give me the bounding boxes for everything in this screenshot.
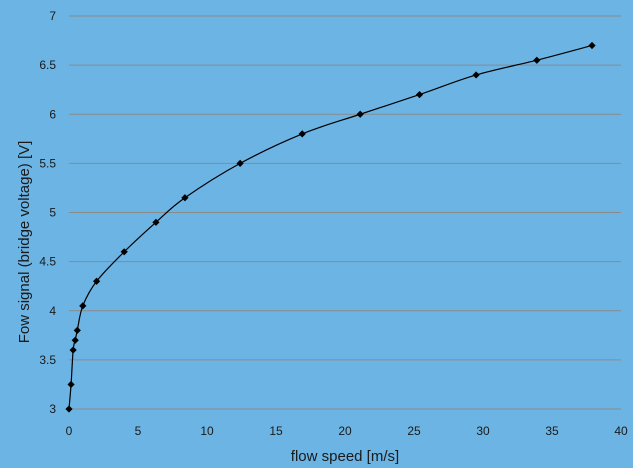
data-point-marker — [71, 336, 79, 344]
x-tick-label: 15 — [269, 424, 283, 438]
series-markers — [65, 41, 596, 413]
y-axis-title: Fow signal (bridge voltage) [V] — [16, 141, 33, 344]
data-point-marker — [65, 405, 73, 413]
data-point-marker — [236, 159, 244, 167]
y-axis-ticks: 3 3.5 4 4.5 5 5.5 6 6.5 7 — [39, 9, 56, 416]
data-point-marker — [533, 56, 541, 64]
data-point-marker — [79, 302, 87, 310]
data-point-marker — [472, 71, 480, 79]
x-axis-ticks: 0 5 10 15 20 25 30 35 40 — [66, 424, 628, 438]
y-tick-label: 3 — [49, 402, 56, 416]
y-tick-label: 3.5 — [39, 353, 56, 367]
data-point-marker — [67, 380, 75, 389]
data-point-marker — [73, 326, 81, 334]
x-tick-label: 10 — [200, 424, 214, 438]
y-tick-label: 6.5 — [39, 58, 56, 72]
gridlines — [69, 15, 621, 361]
x-tick-label: 5 — [135, 424, 142, 438]
data-point-marker — [152, 218, 160, 226]
x-tick-label: 0 — [66, 424, 73, 438]
data-point-marker — [120, 248, 128, 256]
x-tick-label: 30 — [476, 424, 490, 438]
data-point-marker — [181, 194, 189, 202]
x-tick-label: 25 — [407, 424, 421, 438]
data-point-marker — [588, 41, 596, 50]
x-tick-label: 35 — [545, 424, 559, 438]
data-point-marker — [69, 346, 77, 354]
data-point-marker — [93, 277, 101, 285]
y-tick-label: 5.5 — [39, 156, 56, 170]
y-tick-label: 6 — [49, 107, 56, 121]
y-tick-label: 5 — [49, 206, 56, 220]
y-tick-label: 7 — [49, 9, 56, 23]
data-point-marker — [298, 130, 306, 138]
x-axis-title: flow speed [m/s] — [291, 448, 399, 465]
x-tick-label: 20 — [338, 424, 352, 438]
series-line — [68, 44, 593, 410]
data-point-marker — [356, 110, 364, 118]
data-point-marker — [415, 91, 424, 99]
y-tick-label: 4.5 — [39, 255, 56, 269]
y-tick-label: 4 — [49, 304, 56, 318]
x-tick-label: 40 — [614, 424, 628, 438]
